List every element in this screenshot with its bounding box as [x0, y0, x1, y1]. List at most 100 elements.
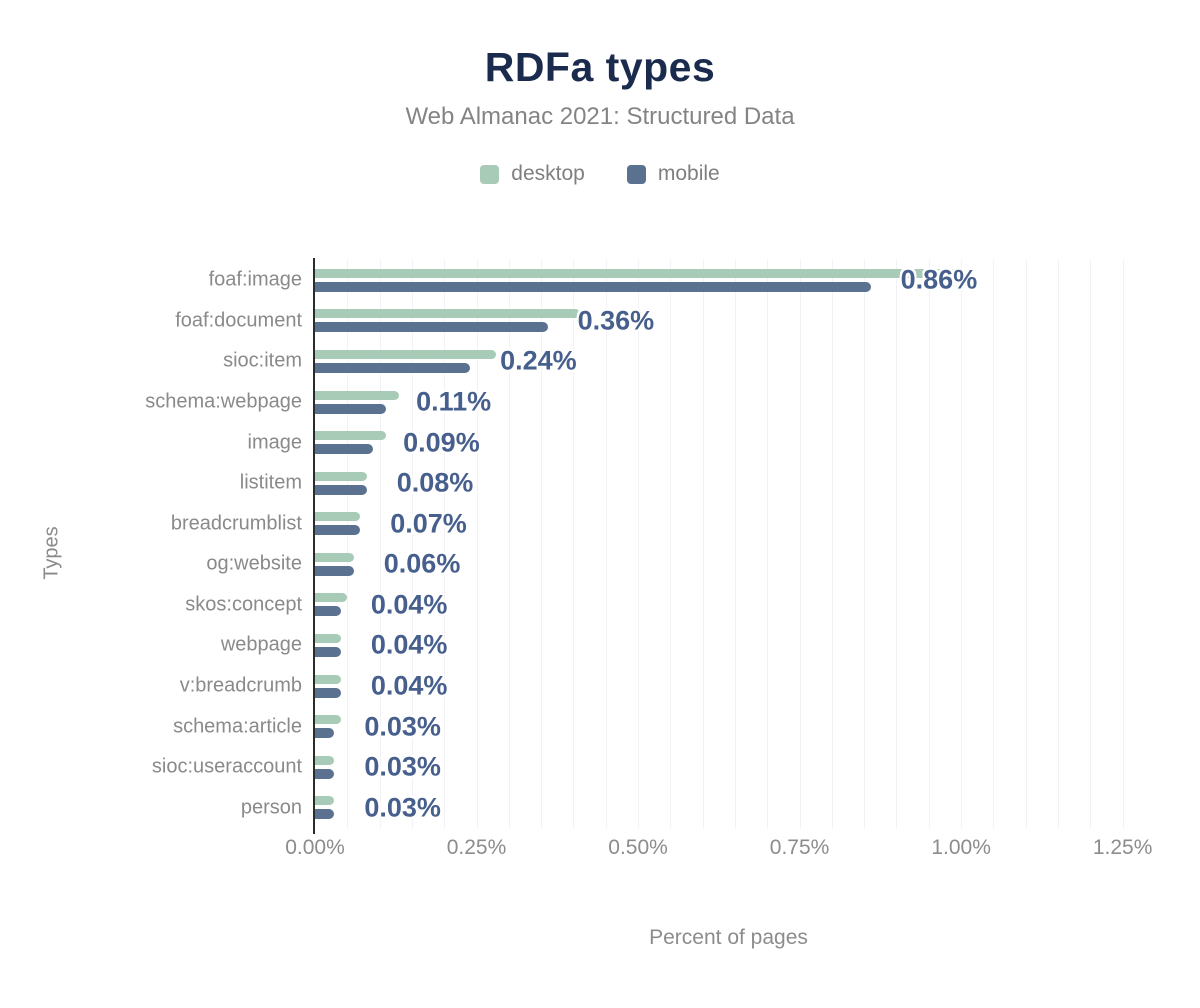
bar-mobile-breadcrumblist[interactable] — [315, 525, 361, 536]
bar-pair — [315, 503, 1142, 544]
value-label: 0.04% — [370, 629, 448, 660]
gridline — [702, 260, 704, 828]
bar-mobile-sioc:item[interactable] — [315, 362, 471, 373]
bar-mobile-listitem[interactable] — [315, 484, 367, 495]
bar-pair — [315, 706, 1142, 747]
bar-desktop-foaf:image[interactable] — [315, 268, 962, 278]
bar-desktop-breadcrumblist[interactable] — [315, 512, 361, 522]
bar-pair — [315, 301, 1142, 342]
category-label: breadcrumblist — [170, 512, 302, 535]
bar-desktop-person[interactable] — [315, 796, 335, 806]
gridline — [993, 260, 995, 828]
legend-item-mobile[interactable]: mobile — [626, 162, 720, 186]
x-axis-ticks: 0.00% 0.25% 0.50% 0.75% 1.00% 1.25% — [285, 836, 1152, 862]
chart-row-breadcrumblist: breadcrumblist 0.07% — [171, 503, 1142, 544]
bar-desktop-og:website[interactable] — [315, 552, 354, 562]
bar-pair — [315, 544, 1142, 585]
bar-desktop-sioc:useraccount[interactable] — [315, 755, 335, 765]
category-label: webpage — [220, 633, 302, 656]
category-label: schema:webpage — [145, 390, 302, 413]
category-label: listitem — [239, 471, 302, 494]
chart-title: RDFa types — [484, 44, 716, 90]
y-axis-title: Types — [40, 526, 63, 580]
bar-desktop-schema:webpage[interactable] — [315, 390, 399, 400]
gridline — [767, 260, 769, 828]
bar-pair — [315, 463, 1142, 504]
bar-desktop-schema:article[interactable] — [315, 715, 341, 725]
bar-mobile-webpage[interactable] — [315, 646, 341, 657]
bar-mobile-v:breadcrumb[interactable] — [315, 687, 341, 698]
bar-desktop-listitem[interactable] — [315, 471, 367, 481]
gridline — [896, 260, 898, 828]
category-label: image — [247, 431, 302, 454]
x-tick: 0.25% — [446, 836, 507, 859]
bar-pair — [315, 625, 1142, 666]
gridline — [961, 260, 963, 828]
bar-mobile-og:website[interactable] — [315, 565, 354, 576]
bar-desktop-webpage[interactable] — [315, 633, 341, 643]
gridline — [831, 260, 833, 828]
value-label: 0.04% — [370, 670, 448, 701]
legend-item-desktop[interactable]: desktop — [480, 162, 585, 186]
plot-area: foaf:image 0.86% foaf:document 0.36% sioc:it… — [145, 258, 1142, 834]
chart-row-foaf:image: foaf:image 0.86% — [209, 260, 1142, 301]
category-label: og:website — [206, 552, 302, 575]
value-label: 0.03% — [364, 711, 441, 742]
value-label: 0.24% — [500, 345, 577, 376]
bar-mobile-image[interactable] — [315, 444, 374, 455]
bar-mobile-person[interactable] — [315, 809, 335, 820]
value-label: 0.03% — [364, 751, 441, 782]
x-tick: 0.75% — [769, 836, 830, 859]
value-label: 0.08% — [396, 467, 474, 498]
value-label: 0.86% — [900, 264, 978, 295]
bar-desktop-image[interactable] — [315, 431, 387, 441]
gridline — [541, 260, 543, 828]
bar-desktop-foaf:document[interactable] — [315, 309, 580, 319]
legend-label: mobile — [657, 162, 720, 185]
bar-pair — [315, 585, 1142, 626]
x-tick: 1.25% — [1092, 836, 1153, 859]
bar-mobile-schema:article[interactable] — [315, 728, 335, 739]
bar-pair — [315, 341, 1142, 382]
bar-mobile-sioc:useraccount[interactable] — [315, 768, 335, 779]
gridline — [379, 260, 381, 828]
category-label: skos:concept — [185, 593, 302, 616]
value-label: 0.09% — [403, 427, 480, 458]
bar-mobile-foaf:image[interactable] — [315, 281, 871, 292]
legend: desktop mobile — [0, 162, 1200, 186]
chart-row-skos:concept: skos:concept 0.04% — [185, 585, 1142, 626]
bar-pair — [315, 788, 1142, 829]
bar-pair — [315, 422, 1142, 463]
chart-row-v:breadcrumb: v:breadcrumb 0.04% — [180, 666, 1142, 707]
chart-row-person: person 0.03% — [241, 788, 1142, 829]
gridline — [411, 260, 413, 828]
value-label: 0.36% — [577, 305, 655, 336]
bar-desktop-sioc:item[interactable] — [315, 349, 496, 359]
gridline — [638, 260, 640, 828]
bar-pair — [315, 260, 1142, 301]
gridline — [799, 260, 801, 828]
category-label: v:breadcrumb — [179, 674, 302, 697]
category-label: schema:article — [173, 715, 302, 738]
gridline — [864, 260, 866, 828]
value-label: 0.03% — [364, 792, 441, 823]
bar-mobile-skos:concept[interactable] — [315, 606, 341, 617]
value-label: 0.04% — [370, 589, 448, 620]
bar-pair — [315, 382, 1142, 423]
chart-row-schema:webpage: schema:webpage 0.11% — [145, 382, 1142, 423]
category-label: foaf:document — [175, 309, 302, 332]
gridline — [1058, 260, 1059, 828]
gridline — [444, 260, 446, 828]
bar-mobile-foaf:document[interactable] — [315, 322, 548, 333]
gridline — [1122, 260, 1124, 828]
gridline — [508, 260, 510, 828]
bar-mobile-schema:webpage[interactable] — [315, 403, 387, 414]
category-label: sioc:item — [223, 349, 302, 372]
x-tick: 1.00% — [931, 836, 991, 859]
bar-desktop-skos:concept[interactable] — [315, 593, 348, 603]
gridline — [928, 260, 930, 828]
x-tick: 0.00% — [285, 836, 345, 859]
gridline — [605, 260, 607, 828]
bar-desktop-v:breadcrumb[interactable] — [315, 674, 341, 684]
